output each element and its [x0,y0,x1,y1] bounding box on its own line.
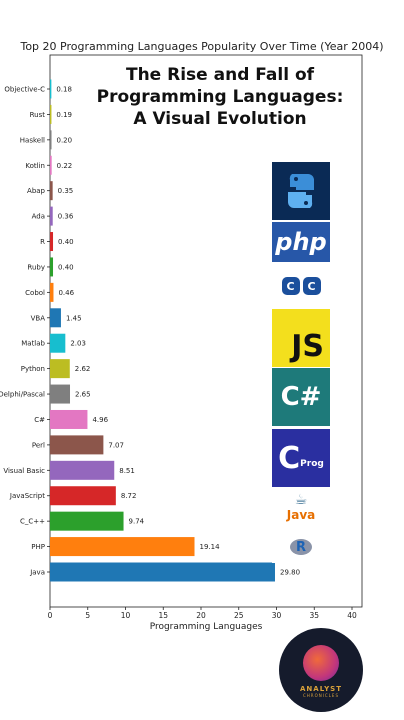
x-tick-label: 20 [196,611,206,620]
x-tick-label: 35 [309,611,319,620]
bar-r [50,232,54,252]
x-tick-label: 15 [158,611,168,620]
y-tick-label: PHP [31,543,45,551]
csharp-logo-text: C# [280,382,322,412]
bar-matlab [50,333,66,353]
bar-kotlin [50,155,52,175]
bar-perl [50,435,104,455]
bar-value-label: 29.80 [280,569,300,577]
bar-value-label: 0.36 [58,213,74,221]
bar-value-label: 0.35 [58,187,74,195]
overlay-title-line-1: The Rise and Fall of [125,65,315,85]
bar-value-label: 1.45 [66,314,82,322]
bar-value-label: 2.65 [75,391,91,399]
x-tick-label: 30 [272,611,282,620]
y-tick-label: Delphi/Pascal [0,391,45,399]
php-logo-text: php [275,228,327,256]
y-tick-label: C_C++ [20,518,45,526]
overlay-title: The Rise and Fall of Programming Languag… [80,64,360,130]
y-tick-label: R [40,238,45,246]
y-tick-label: Perl [32,441,45,449]
y-tick-label: VBA [31,314,46,322]
y-tick-label: Objective-C [4,86,45,94]
y-tick-label: Abap [27,187,46,195]
x-tick-label: 0 [48,611,53,620]
bar-value-label: 0.46 [58,289,74,297]
c-logo-icon: C Prog [272,429,330,487]
overlay-title-line-2: Programming Languages: [96,87,344,107]
bar-haskell [50,130,52,150]
x-tick-label: 25 [234,611,244,620]
bar-value-label: 9.74 [129,518,145,526]
x-tick-label: 40 [347,611,357,620]
r-logo-text: R [290,539,312,555]
bar-value-label: 8.72 [121,492,137,500]
bar-javascript [50,486,116,506]
bar-value-label: 4.96 [92,416,108,424]
overlay-title-line-3: A Visual Evolution [133,109,307,129]
bar-value-label: 0.40 [58,238,74,246]
java-logo-icon: ☕ Java [272,487,330,527]
badge-line-1: ANALYST [300,685,342,693]
analyst-chronicles-badge: ANALYST CHRONICLES [279,628,363,712]
y-tick-label: Haskell [20,136,45,144]
bar-value-label: 0.20 [57,136,73,144]
c-logo-subtext: Prog [300,459,324,469]
badge-line-2: CHRONICLES [303,693,339,698]
bar-value-label: 2.62 [75,365,91,373]
x-tick-label: 10 [121,611,131,620]
bar-visual-basic [50,460,115,480]
cpp-logo-icon: C C [272,268,330,304]
y-tick-label: Visual Basic [3,467,45,475]
chart-title: Top 20 Programming Languages Popularity … [20,40,384,53]
bar-value-label: 0.40 [58,263,74,271]
bar-vba [50,308,61,328]
y-tick-label: JavaScript [9,492,45,500]
x-axis-label: Programming Languages [150,622,263,632]
cpp-logo-left-text: C [281,277,300,295]
plot-frame [49,54,363,608]
js-logo-text: JS [291,329,324,364]
javascript-logo-icon: JS [272,309,330,367]
php-logo-icon: php [272,222,330,262]
java-logo-text: Java [286,508,316,522]
bar-value-label: 0.19 [56,111,72,119]
bar-value-label: 7.07 [108,441,124,449]
y-tick-label: Java [29,569,45,577]
bar-c-c- [50,511,124,531]
bar-ada [50,206,53,226]
y-tick-label: Matlab [21,340,45,348]
r-logo-icon: R [272,531,330,563]
bar-php [50,537,195,557]
y-tick-label: Ruby [27,263,45,271]
python-logo-icon [272,162,330,220]
y-tick-label: C# [34,416,45,424]
x-tick-label: 5 [85,611,90,620]
bar-delphi-pascal [50,384,71,404]
bar-value-label: 19.14 [200,543,221,551]
cpp-logo-right-text: C [302,277,321,295]
bar-objective-c [50,79,52,99]
bar-rust [50,104,52,124]
bar-java [50,562,275,582]
bar-value-label: 2.03 [70,340,86,348]
y-tick-label: Python [21,365,45,373]
y-tick-label: Cobol [25,289,45,297]
java-cup-icon: ☕ [294,492,308,508]
bar-value-label: 0.22 [57,162,73,170]
bar-cobol [50,282,54,302]
bar-abap [50,181,53,201]
y-tick-label: Rust [30,111,46,119]
bar-python [50,359,70,379]
bar-ruby [50,257,54,277]
c-logo-text: C [278,440,301,476]
y-tick-label: Kotlin [25,162,45,170]
y-tick-label: Ada [32,213,45,221]
bar-value-label: 8.51 [119,467,135,475]
csharp-logo-icon: C# [272,368,330,426]
bar-value-label: 0.18 [56,86,72,94]
bar-c- [50,409,88,429]
analyst-face-icon [303,645,339,681]
